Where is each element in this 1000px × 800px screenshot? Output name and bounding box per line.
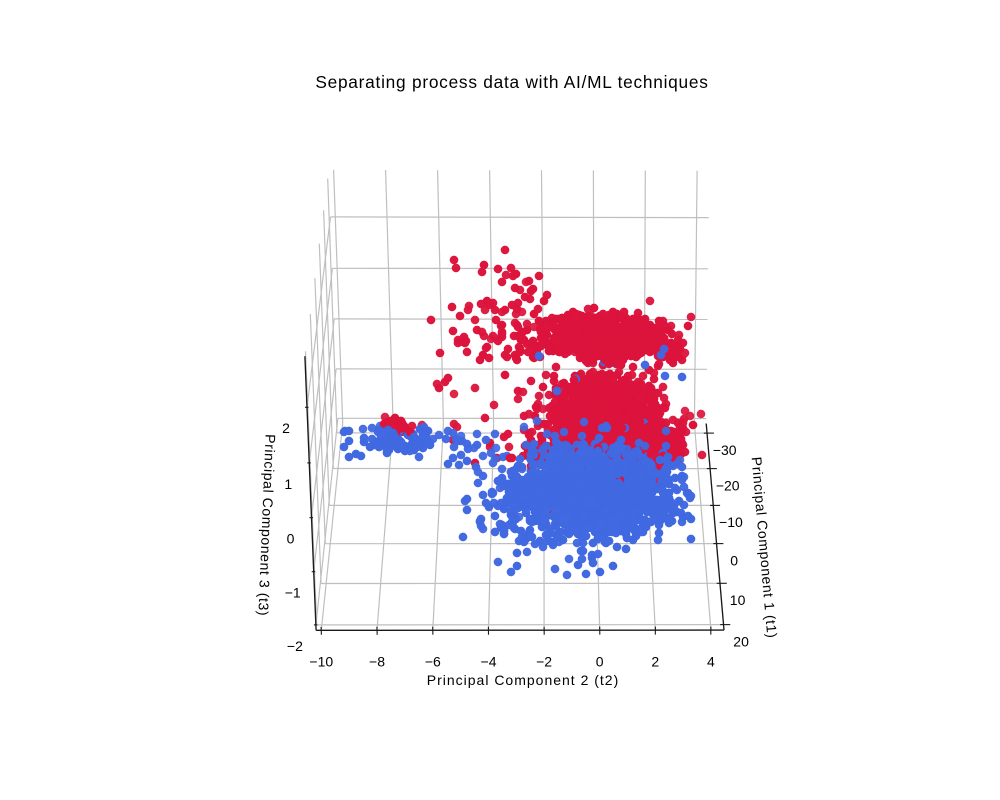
- svg-text:4: 4: [707, 654, 715, 670]
- svg-text:−10: −10: [719, 514, 743, 530]
- svg-text:Principal Component 3 (t3): Principal Component 3 (t3): [255, 434, 278, 617]
- svg-text:−10: −10: [309, 654, 333, 670]
- svg-text:−20: −20: [716, 477, 740, 493]
- svg-text:10: 10: [730, 592, 746, 608]
- svg-text:0: 0: [730, 552, 738, 568]
- svg-text:1: 1: [284, 476, 292, 492]
- svg-text:0: 0: [287, 531, 295, 547]
- svg-text:−4: −4: [481, 654, 497, 670]
- svg-text:−6: −6: [425, 654, 441, 670]
- svg-text:−8: −8: [369, 654, 385, 670]
- svg-text:2: 2: [651, 654, 659, 670]
- svg-text:20: 20: [733, 633, 749, 649]
- svg-text:Principal Component 2 (t2): Principal Component 2 (t2): [427, 672, 620, 688]
- svg-text:2: 2: [282, 420, 290, 436]
- svg-text:Separating process data with A: Separating process data with AI/ML techn…: [315, 72, 708, 92]
- svg-text:0: 0: [596, 654, 604, 670]
- svg-text:−30: −30: [713, 442, 737, 458]
- svg-text:−2: −2: [287, 638, 303, 654]
- svg-text:−1: −1: [285, 585, 301, 601]
- svg-text:−2: −2: [536, 654, 552, 670]
